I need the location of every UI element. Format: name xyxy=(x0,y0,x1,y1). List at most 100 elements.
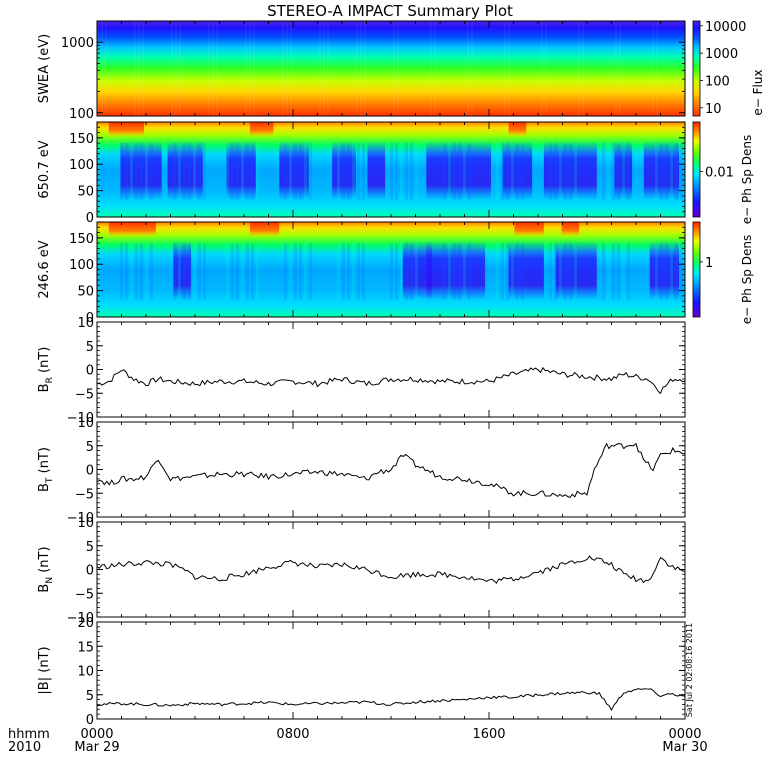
spectrogram-streak xyxy=(405,242,408,300)
y-tick-label: 0 xyxy=(86,464,94,479)
spectrogram-streak xyxy=(284,242,287,300)
spectrogram-streak xyxy=(362,242,365,300)
spectrogram-streak xyxy=(675,142,678,200)
spectrogram-streak xyxy=(208,21,210,116)
spectrogram-streak xyxy=(319,21,321,116)
spectrogram-streak xyxy=(179,21,181,116)
spectrogram-streak xyxy=(393,21,395,116)
spectrogram-streak xyxy=(299,142,302,200)
spectrogram-streak xyxy=(360,21,362,116)
y-tick-label: 0 xyxy=(86,713,94,728)
spectrogram-streak xyxy=(615,21,617,116)
spectrogram-streak xyxy=(508,21,510,116)
spectrogram-streak xyxy=(236,242,239,300)
low-density-region xyxy=(614,141,633,200)
spectrogram-streak xyxy=(569,242,572,300)
spectrogram-streak xyxy=(226,242,229,300)
time-tick-label: 0000 xyxy=(80,727,113,742)
y-tick-label: −10 xyxy=(67,611,94,626)
spectrogram-streak xyxy=(130,242,133,300)
spectrogram-streak xyxy=(193,242,196,300)
low-density-region xyxy=(332,141,356,200)
spectrogram-streak xyxy=(516,242,519,300)
y-tick-label: 5 xyxy=(86,540,94,555)
spectrogram-streak xyxy=(511,142,514,200)
spectrogram-streak xyxy=(496,142,499,200)
spectrogram-streak xyxy=(183,242,186,300)
y-axis-label: SWEA (eV) xyxy=(37,34,52,103)
spectrogram-streak xyxy=(173,142,176,200)
spectrogram-streak xyxy=(415,142,418,200)
spectrogram-streak xyxy=(660,142,663,200)
y-tick-label: 0 xyxy=(86,564,94,579)
spectrogram-streak xyxy=(145,142,148,200)
series-line xyxy=(96,366,686,395)
y-tick-label: 50 xyxy=(77,185,94,200)
spectrogram-streak xyxy=(198,242,201,300)
date-tick-label: Mar 29 xyxy=(74,740,119,755)
spectrogram-streak xyxy=(660,242,663,300)
colorbar-tick-label: 1000 xyxy=(705,47,738,62)
colorbar-tick-label: 10 xyxy=(705,102,722,117)
spectrogram-streak xyxy=(357,242,360,300)
spectrogram-streak xyxy=(304,142,307,200)
spectrogram-streak xyxy=(458,242,461,300)
spectrogram-streak xyxy=(241,142,244,200)
spectrogram-streak xyxy=(612,142,615,200)
spectrogram-streak xyxy=(680,142,683,200)
spectrogram-streak xyxy=(410,242,413,300)
time-axis-row1-label: hhmm xyxy=(8,727,50,742)
spectrogram-streak xyxy=(545,21,547,116)
spectrogram-streak xyxy=(521,142,524,200)
spectrogram-streak xyxy=(178,142,181,200)
spectrogram-streak xyxy=(231,242,234,300)
spectrogram-streak xyxy=(665,142,668,200)
spectrogram-streak xyxy=(574,142,577,200)
spectrogram-streak xyxy=(105,21,107,116)
colorbar-tick-label: 100 xyxy=(705,74,730,89)
spectrogram-streak xyxy=(145,242,148,300)
spectrogram-streak xyxy=(655,142,658,200)
spectrogram-streak xyxy=(289,242,292,300)
high-density-region xyxy=(508,122,527,138)
low-density-region xyxy=(643,141,680,200)
low-density-region xyxy=(426,241,486,300)
spectrogram-streak xyxy=(521,242,524,300)
colorbar-1 xyxy=(692,121,701,218)
spectrogram-streak xyxy=(619,21,621,116)
series-line xyxy=(96,688,686,712)
y-tick-label: 20 xyxy=(77,616,94,631)
spectrogram-streak xyxy=(390,242,393,300)
spectrogram-streak xyxy=(299,242,302,300)
high-density-region xyxy=(249,122,274,138)
spectrogram-streak xyxy=(559,142,562,200)
plot-title: STEREO-A IMPACT Summary Plot xyxy=(267,2,513,20)
y-tick-label: 10 xyxy=(77,416,94,431)
spectrogram-streak xyxy=(216,21,218,116)
spectrogram-streak xyxy=(622,242,625,300)
spectrogram-streak xyxy=(506,242,509,300)
spectrogram-streak xyxy=(357,142,360,200)
spectrogram-streak xyxy=(236,142,239,200)
spectrogram-streak xyxy=(617,142,620,200)
spectrogram-streak xyxy=(656,21,658,116)
spectrogram-streak xyxy=(627,242,630,300)
y-tick-label: 5 xyxy=(86,440,94,455)
high-density-region xyxy=(561,222,580,238)
spectrogram-streak xyxy=(135,242,138,300)
spectrogram-streak xyxy=(448,242,451,300)
spectrogram-streak xyxy=(463,142,466,200)
spectrogram-streak xyxy=(617,242,620,300)
spectrogram-streak xyxy=(582,21,584,116)
time-tick-label: 0800 xyxy=(276,727,309,742)
colorbar-label: e− Ph Sp Dens xyxy=(740,235,754,324)
spectrogram-streak xyxy=(246,142,249,200)
spectrogram-streak xyxy=(138,21,140,116)
spectrogram-streak xyxy=(284,142,287,200)
spectrogram-streak xyxy=(342,142,345,200)
low-density-region xyxy=(279,141,309,200)
spectrogram-streak xyxy=(203,142,206,200)
low-density-region xyxy=(649,241,680,300)
spectrogram-streak xyxy=(670,242,673,300)
y-tick-label: 150 xyxy=(69,132,94,147)
